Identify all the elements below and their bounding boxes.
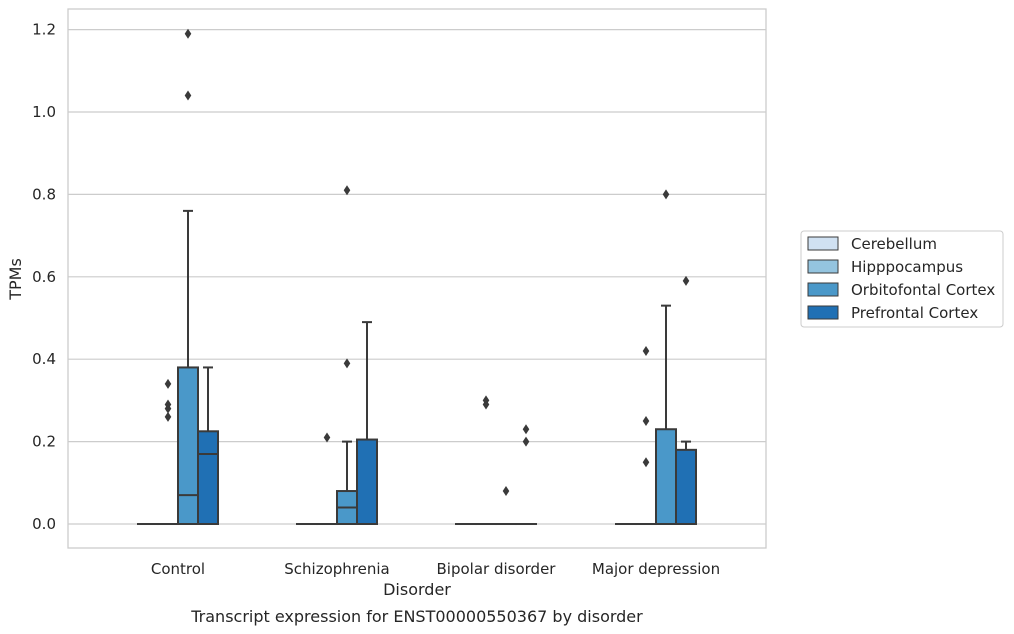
outlier-point <box>164 411 172 422</box>
y-tick-label: 0.6 <box>32 268 56 286</box>
box-group <box>475 395 497 526</box>
y-tick-label: 0.8 <box>32 185 56 203</box>
y-axis-label: TPMs <box>6 258 25 301</box>
outlier-point <box>522 436 530 447</box>
outlier-point <box>482 399 490 410</box>
box-group <box>336 185 358 526</box>
box-group <box>157 378 179 526</box>
x-tick-labels: Control Schizophrenia Bipolar disorder Majo… <box>151 560 720 578</box>
box-group <box>356 321 378 526</box>
outlier-point <box>164 378 172 389</box>
x-tick-label: Major depression <box>592 560 720 578</box>
legend-swatch <box>807 259 839 274</box>
outlier-point <box>164 399 172 410</box>
box-group <box>495 486 517 526</box>
chart-caption: Transcript expression for ENST0000055036… <box>190 607 643 626</box>
legend-swatch <box>807 282 839 297</box>
box-group <box>655 189 677 525</box>
outlier-point <box>184 28 192 39</box>
legend-label: Hipppocampus <box>851 258 963 276</box>
box-group <box>515 424 537 526</box>
outlier-point <box>682 275 690 286</box>
x-tick-label: Schizophrenia <box>284 560 389 578</box>
legend-label: Prefrontal Cortex <box>851 304 978 322</box>
outlier-point <box>522 424 530 435</box>
box-group <box>635 345 657 526</box>
outlier-point <box>642 416 650 426</box>
legend: Cerebellum Hipppocampus Orbitofontal Corte… <box>800 230 1004 328</box>
outlier-point <box>343 358 351 369</box>
outlier-point <box>642 345 650 356</box>
legend-swatch <box>807 305 839 320</box>
legend-items: Cerebellum Hipppocampus Orbitofontal Corte… <box>807 235 995 322</box>
outlier-point <box>323 432 331 443</box>
plot-frame <box>67 8 767 549</box>
box-body <box>197 430 219 525</box>
outlier-point <box>502 486 510 497</box>
outlier-point <box>662 189 670 200</box>
y-tick-label: 0.0 <box>32 515 56 533</box>
box-layer <box>137 28 697 526</box>
legend-label: Orbitofontal Cortex <box>851 281 995 299</box>
y-tick-label: 1.2 <box>32 21 56 39</box>
outlier-point <box>642 457 650 468</box>
y-tick-label: 0.4 <box>32 350 56 368</box>
legend-swatch <box>807 236 839 251</box>
box-group <box>197 366 219 525</box>
y-tick-label: 1.0 <box>32 103 56 121</box>
outlier-point <box>184 90 192 101</box>
x-tick-label: Bipolar disorder <box>437 560 557 578</box>
x-axis-label: Disorder <box>383 580 451 599</box>
box-group <box>316 432 338 526</box>
box-body <box>177 366 199 525</box>
legend-frame <box>800 230 1004 328</box>
x-tick-label: Control <box>151 560 205 578</box>
box-body <box>356 438 378 526</box>
y-tick-labels: 0.0 0.2 0.4 0.6 0.8 1.0 1.2 <box>32 21 56 533</box>
y-tick-label: 0.2 <box>32 433 56 451</box>
outlier-point <box>343 185 351 196</box>
box-group <box>675 275 697 525</box>
box-body <box>655 428 677 525</box>
box-body <box>675 448 697 525</box>
legend-label: Cerebellum <box>851 235 937 253</box>
